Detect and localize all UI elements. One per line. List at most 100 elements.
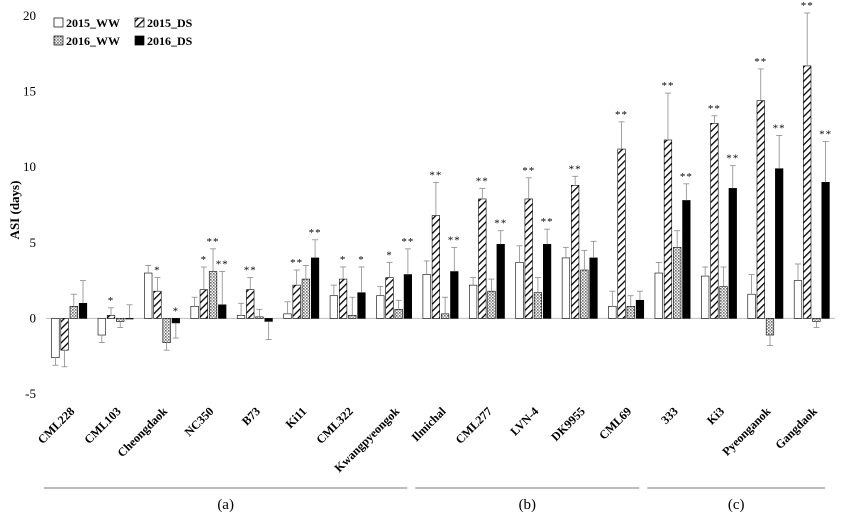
significance-label: ** — [216, 259, 229, 271]
significance-label: ** — [773, 122, 786, 134]
bar — [190, 305, 199, 319]
bar — [635, 299, 645, 319]
x-tick-label: 333 — [658, 404, 681, 427]
x-tick-label: Pyeonganok — [719, 404, 773, 458]
legend-swatch — [53, 17, 64, 28]
bar — [654, 272, 663, 319]
significance-label: * — [340, 254, 347, 266]
significance-label: * — [358, 254, 365, 266]
bar — [543, 244, 552, 319]
bar — [144, 272, 153, 319]
bars-layer: ******* * ******* ********************** ***… — [51, 0, 832, 368]
significance-label: ** — [680, 171, 693, 183]
bar — [765, 318, 775, 336]
x-tick-label: NC350 — [182, 404, 217, 439]
bar — [376, 295, 385, 319]
legend: 2015_WW 2015_DS 2016_WW 2016_DS — [53, 16, 193, 48]
bar — [793, 280, 803, 319]
bar — [728, 188, 737, 319]
bar — [682, 200, 691, 319]
bar — [338, 278, 348, 319]
significance-label: ** — [448, 234, 461, 246]
bar — [487, 290, 496, 319]
bar — [78, 302, 88, 319]
significance-label: * — [386, 249, 393, 261]
significance-label: ** — [401, 236, 414, 248]
bar — [663, 139, 673, 319]
y-tick-label: -5 — [25, 386, 36, 401]
bar — [403, 274, 412, 319]
x-tick-label: DK9955 — [548, 404, 588, 444]
y-tick-label: 15 — [23, 84, 36, 99]
bar — [162, 318, 171, 343]
significance-label: ** — [661, 80, 674, 92]
x-tick-label: B73 — [239, 404, 263, 428]
bar — [701, 275, 710, 319]
bar — [385, 277, 394, 319]
bar — [803, 65, 812, 319]
significance-label: ** — [494, 218, 507, 230]
bar — [310, 257, 320, 319]
bar — [673, 247, 682, 319]
bar — [775, 168, 784, 319]
bar — [51, 318, 60, 359]
significance-label: ** — [819, 128, 832, 140]
legend-label: 2015_DS — [147, 16, 193, 30]
bar — [301, 278, 310, 319]
significance-label: ** — [244, 265, 257, 277]
bar — [236, 315, 246, 319]
significance-label: ** — [541, 216, 554, 228]
bar — [756, 100, 765, 319]
y-tick-label: 5 — [30, 235, 37, 250]
bar — [617, 148, 626, 319]
x-tick-label: CML322 — [313, 404, 355, 446]
significance-label: ** — [476, 175, 489, 187]
significance-label: * — [108, 295, 115, 307]
bar — [626, 305, 635, 319]
significance-label: ** — [726, 153, 739, 165]
bar — [292, 284, 301, 319]
legend-label: 2016_DS — [147, 34, 193, 48]
bar — [208, 271, 218, 319]
bar — [821, 182, 830, 319]
bar — [329, 295, 338, 319]
bar — [255, 316, 264, 319]
bar — [478, 198, 487, 319]
bar — [747, 293, 756, 319]
x-tick-label: Gangdaok — [772, 404, 820, 452]
significance-label: ** — [708, 103, 721, 115]
x-tick-label: Ki11 — [283, 404, 310, 431]
x-tick-label: Ki3 — [704, 404, 727, 427]
bar — [515, 262, 524, 319]
x-tick-label: LVN-4 — [507, 404, 541, 438]
significance-label: ** — [290, 257, 303, 269]
bar — [533, 292, 543, 319]
bar — [153, 290, 162, 319]
bar — [357, 292, 366, 319]
significance-label: ** — [207, 236, 220, 248]
legend-swatch — [134, 35, 145, 46]
x-tick-label: CML228 — [35, 404, 77, 446]
bar — [608, 305, 617, 319]
bar — [348, 315, 357, 319]
group-label: (a) — [217, 497, 234, 513]
bar — [171, 318, 180, 324]
y-tick-label: 10 — [23, 159, 36, 174]
bar — [218, 304, 227, 319]
bar — [394, 309, 403, 319]
bar — [60, 318, 69, 351]
legend-swatch — [134, 17, 145, 28]
significance-label: ** — [429, 169, 442, 181]
legend-label: 2016_WW — [66, 34, 120, 48]
bar — [561, 257, 571, 319]
y-tick-label: 20 — [23, 8, 36, 23]
bar — [440, 313, 450, 319]
legend-label: 2015_WW — [66, 16, 120, 30]
significance-label: * — [201, 254, 208, 266]
x-tick-label: CML103 — [81, 404, 123, 446]
bar — [812, 318, 821, 322]
bar — [264, 318, 273, 322]
bar — [283, 313, 292, 319]
